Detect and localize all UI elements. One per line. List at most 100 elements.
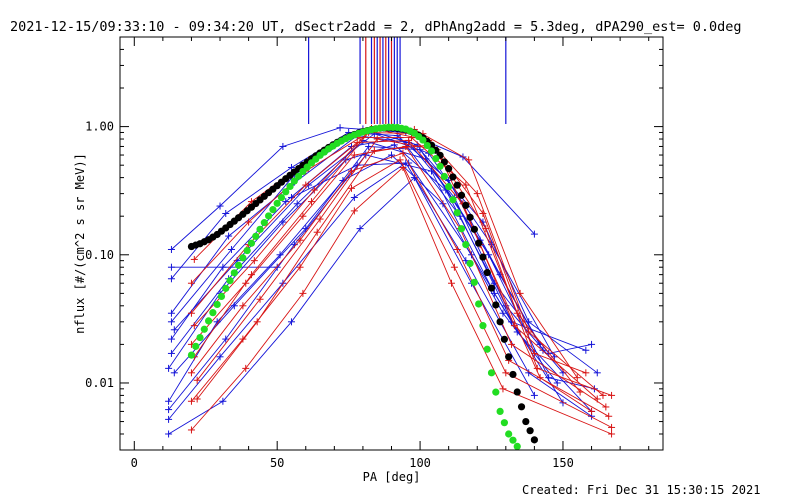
black-fit-point: [496, 318, 504, 326]
black-fit-point: [509, 370, 517, 379]
data-point: [536, 374, 544, 382]
data-point: [167, 318, 175, 326]
y-tick-label: 0.10: [85, 248, 114, 262]
green-fit-point: [492, 388, 500, 396]
series-line: [196, 138, 592, 412]
green-fit-point: [222, 284, 230, 292]
green-fit-point: [475, 300, 483, 308]
green-fit-point: [457, 225, 466, 233]
black-fit-point: [479, 253, 487, 261]
black-fit-point: [492, 301, 500, 309]
data-point: [245, 218, 253, 226]
green-fit-point: [187, 351, 196, 359]
data-point: [405, 136, 413, 144]
data-point: [336, 124, 344, 132]
data-point: [448, 279, 456, 287]
black-fit-point: [500, 335, 508, 343]
data-point: [573, 374, 581, 382]
green-fit-point: [209, 309, 217, 317]
x-tick-label: 150: [552, 456, 574, 470]
green-fit-point: [453, 209, 461, 217]
data-point: [608, 423, 616, 431]
created-timestamp: Created: Fri Dec 31 15:30:15 2021: [522, 483, 760, 497]
series-line: [191, 146, 607, 408]
data-point: [170, 326, 178, 334]
data-point: [450, 263, 458, 271]
green-fit-point: [505, 430, 513, 438]
green-fit-point: [217, 292, 226, 300]
black-fit-point: [462, 201, 470, 209]
green-fit-point: [192, 342, 200, 350]
data-point: [167, 349, 175, 357]
black-fit-point: [445, 165, 453, 173]
data-point: [293, 200, 301, 208]
data-point: [582, 369, 590, 377]
data-point: [167, 275, 175, 283]
data-point: [602, 403, 610, 411]
green-fit-point: [500, 419, 508, 427]
series-line: [196, 144, 612, 400]
black-fit-point: [483, 268, 491, 277]
data-point: [553, 379, 561, 387]
green-fit-point: [423, 141, 431, 150]
green-fit-point: [483, 345, 491, 353]
series-line: [191, 137, 581, 393]
data-point: [167, 335, 175, 343]
data-point: [516, 289, 524, 297]
data-point: [453, 245, 461, 253]
data-point: [250, 257, 258, 265]
data-point: [465, 156, 473, 164]
green-fit-point: [509, 436, 517, 444]
data-point: [219, 397, 227, 405]
data-point: [276, 251, 284, 259]
data-point: [539, 346, 547, 354]
data-point: [482, 225, 490, 233]
data-point: [216, 202, 224, 210]
data-point: [373, 135, 381, 143]
green-fit-point: [235, 261, 243, 269]
green-fit-point: [419, 136, 427, 144]
data-point: [225, 232, 233, 240]
data-point: [310, 186, 318, 194]
data-point: [222, 335, 230, 343]
axes: 0 50 100 150 0.01 0.10 1.00: [85, 36, 663, 470]
series-line: [168, 162, 592, 420]
data-point: [605, 412, 613, 420]
green-fit-point: [256, 225, 264, 233]
data-point: [167, 263, 175, 271]
series-line: [171, 135, 564, 374]
series-line: [291, 162, 586, 351]
data-point: [299, 289, 307, 297]
data-point: [256, 295, 264, 303]
green-fit-point: [282, 188, 290, 196]
green-fit-point: [466, 259, 474, 268]
data-point: [190, 322, 198, 330]
green-fit-point: [269, 206, 277, 214]
data-point: [187, 397, 195, 405]
green-fit-point: [432, 155, 440, 163]
data-point: [499, 309, 507, 317]
data-point: [165, 406, 173, 414]
green-fit-point: [196, 333, 204, 342]
green-fit-point: [239, 254, 247, 262]
green-fit-point: [226, 277, 234, 285]
x-tick-label: 50: [270, 456, 284, 470]
data-point: [347, 142, 355, 150]
green-fit-point: [436, 162, 444, 170]
green-fit-point: [286, 182, 294, 191]
black-fit-point: [470, 225, 478, 233]
data-point: [190, 255, 198, 263]
x-tick-label: 100: [409, 456, 431, 470]
green-fit-point: [260, 219, 268, 227]
green-fit-point: [265, 212, 273, 220]
data-point: [299, 212, 307, 220]
black-fit-point: [526, 427, 534, 435]
data-point: [222, 209, 230, 217]
green-fit-point: [470, 278, 478, 286]
black-fit-point: [517, 403, 526, 411]
data-point: [227, 245, 235, 253]
series-line: [168, 154, 558, 402]
data-point: [530, 391, 538, 399]
data-point: [462, 181, 470, 189]
green-fit-point: [252, 232, 260, 240]
